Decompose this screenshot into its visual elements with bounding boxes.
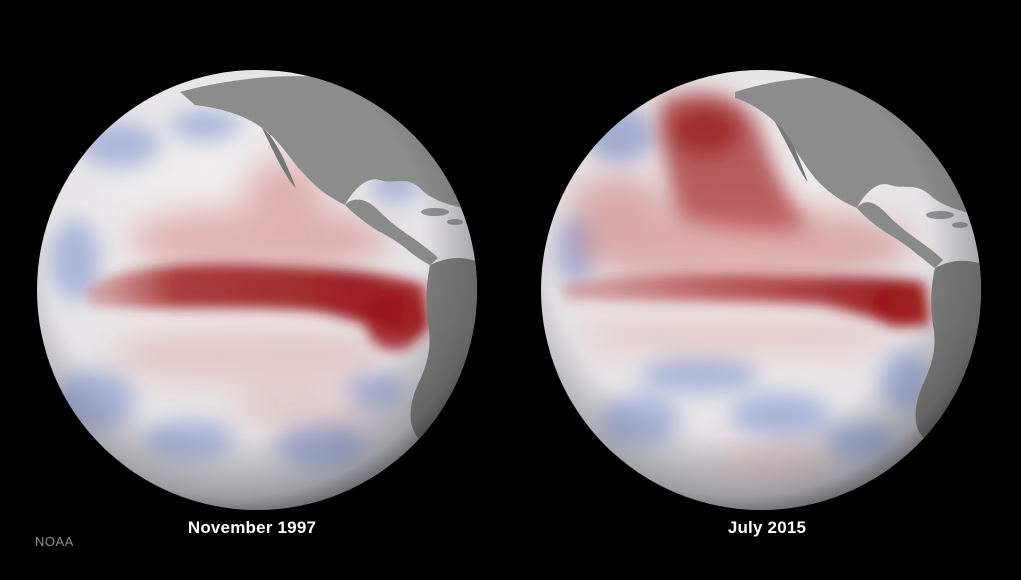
caption-november-1997: November 1997	[187, 518, 317, 537]
globe-july-2015	[541, 70, 981, 510]
credit-noaa: NOAA	[35, 534, 74, 549]
globe-november-1997	[37, 70, 477, 510]
caption-july-2015: July 2015	[727, 518, 807, 537]
